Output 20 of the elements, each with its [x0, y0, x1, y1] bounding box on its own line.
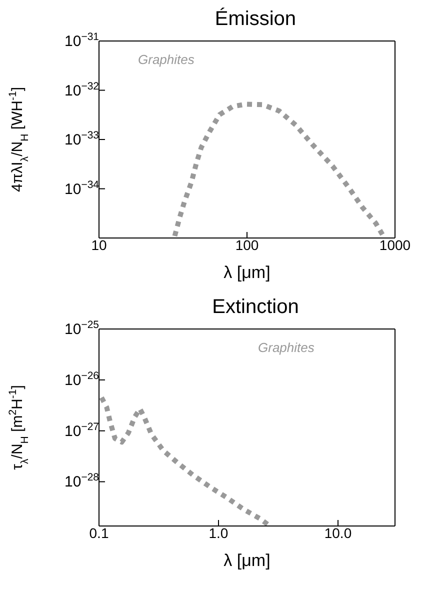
y-tick-label: 10$^{−33}$	[64, 130, 100, 148]
y-tick-label: 10$^{−34}$	[64, 178, 100, 198]
x-tick-label: 10.0	[324, 525, 352, 541]
text: Graphites	[258, 340, 314, 355]
y-tick-label: 10$^{−27}$	[64, 420, 100, 440]
text: Graphites	[138, 52, 194, 67]
x-tick-label: 10	[91, 237, 107, 253]
x-axis-title: λ [μm]	[224, 263, 270, 282]
y-tick-label: 10$^{−28}$	[64, 472, 100, 491]
y-tick-label: 10$^{−26}$	[64, 370, 100, 389]
x-axis-title: λ [μm]	[224, 551, 270, 570]
chart-title: Extinction	[211, 296, 300, 320]
y-tick-label: 10$^{−32}$	[64, 80, 100, 100]
x-tick-label: 1.0	[208, 525, 228, 541]
chart-title: Émission	[214, 8, 298, 32]
x-tick-label: 100	[235, 237, 259, 253]
x-tick-label: 1000	[379, 237, 411, 253]
x-tick-label: 0.1	[89, 525, 109, 541]
y-tick-label: 10$^{−25}$	[64, 319, 100, 338]
y-tick-label: 10$^{−31}$	[64, 31, 100, 50]
